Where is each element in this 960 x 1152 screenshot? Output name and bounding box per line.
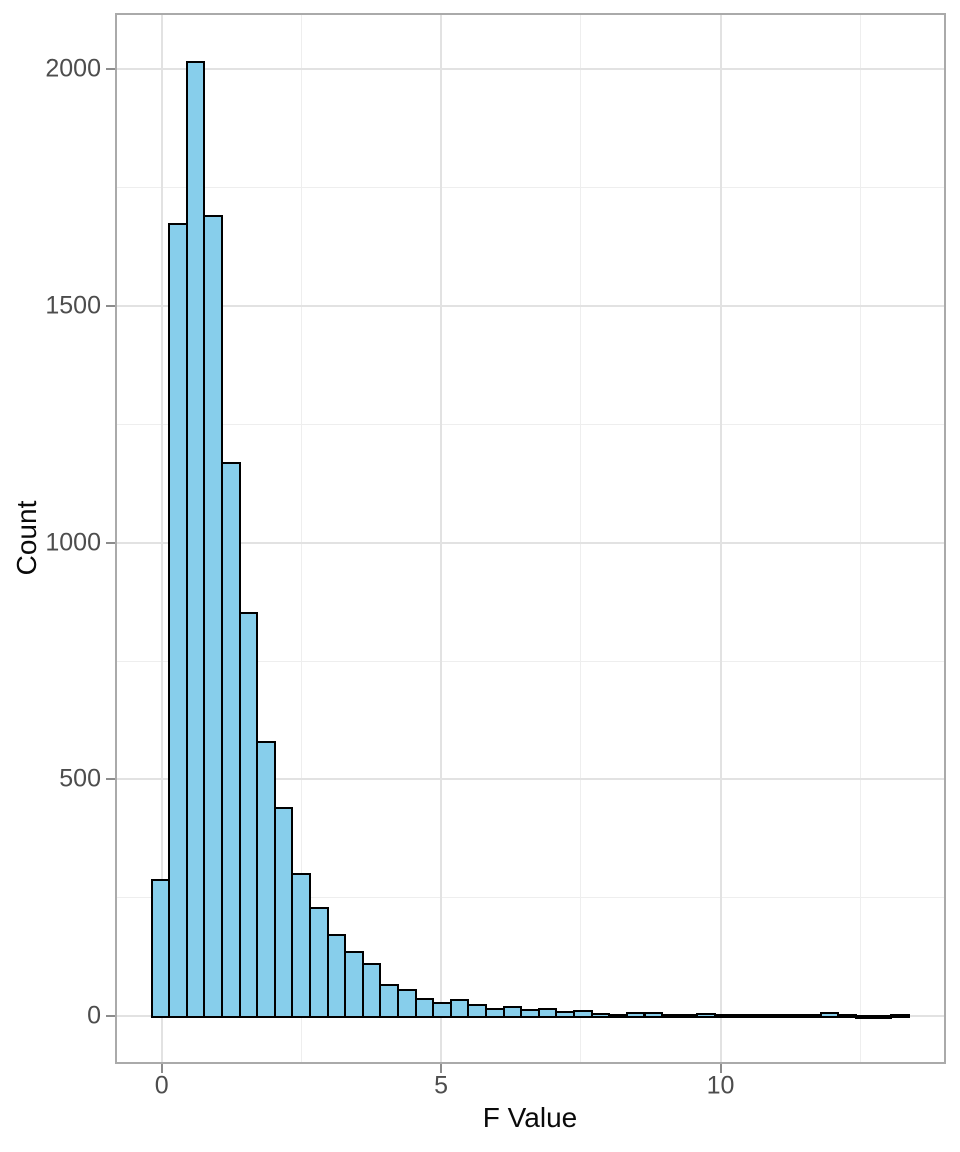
x-tick-mark: [160, 1064, 163, 1073]
y-tick-mark: [106, 1015, 115, 1018]
plot-panel: [115, 13, 946, 1064]
x-major-gridline: [719, 13, 722, 1064]
y-tick-label: 1500: [45, 291, 101, 320]
y-tick-mark: [106, 68, 115, 71]
y-minor-gridline: [115, 897, 946, 899]
y-minor-gridline: [115, 660, 946, 662]
y-minor-gridline: [115, 423, 946, 425]
y-axis-title: Count: [11, 500, 42, 576]
x-tick-mark: [719, 1064, 722, 1073]
y-tick-mark: [106, 305, 115, 308]
y-tick-mark: [106, 541, 115, 544]
y-tick-label: 2000: [45, 54, 101, 83]
y-major-gridline: [115, 305, 946, 308]
y-tick-label: 500: [59, 764, 101, 793]
y-minor-gridline: [115, 187, 946, 189]
x-tick-label: 5: [434, 1071, 449, 1100]
y-tick-label: 0: [87, 1001, 101, 1030]
x-tick-label: 0: [154, 1071, 169, 1100]
x-minor-gridline: [580, 13, 582, 1064]
x-major-gridline: [160, 13, 163, 1064]
y-major-gridline: [115, 778, 946, 781]
x-tick-mark: [440, 1064, 443, 1073]
x-minor-gridline: [859, 13, 861, 1064]
y-tick-label: 1000: [45, 528, 101, 557]
y-major-gridline: [115, 541, 946, 544]
x-axis-title: F Value: [482, 1102, 578, 1133]
x-major-gridline: [440, 13, 443, 1064]
y-major-gridline: [115, 68, 946, 71]
histogram-bar: [889, 1014, 910, 1019]
x-tick-label: 10: [706, 1071, 735, 1100]
y-tick-mark: [106, 778, 115, 781]
x-minor-gridline: [300, 13, 302, 1064]
